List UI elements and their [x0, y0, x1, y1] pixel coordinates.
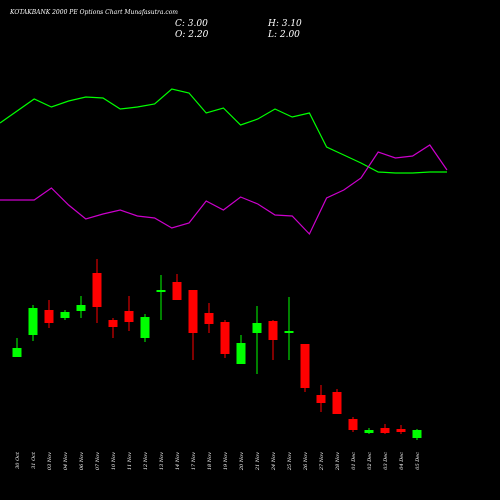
x-tick-label: 14 Nov	[175, 452, 181, 470]
candle-body	[188, 290, 198, 333]
candle-body	[28, 308, 38, 335]
candle-body	[236, 343, 246, 364]
candle-body	[204, 313, 214, 324]
low-label: L: 2.00	[267, 30, 300, 40]
x-tick-label: 18 Nov	[207, 452, 213, 470]
x-tick-label: 03 Dec	[383, 452, 389, 470]
candle-body	[252, 323, 262, 333]
candle-body	[172, 282, 182, 300]
candle-body	[12, 348, 22, 357]
indicator-line	[0, 88, 447, 174]
candle-body	[44, 310, 54, 323]
x-tick-label: 28 Nov	[335, 452, 341, 471]
x-tick-label: 03 Nov	[47, 452, 53, 470]
x-tick-label: 10 Nov	[111, 452, 117, 470]
candle-body	[156, 290, 166, 292]
x-tick-label: 21 Nov	[255, 452, 261, 471]
candle-body	[300, 344, 310, 388]
high-label: H: 3.10	[267, 19, 302, 29]
x-tick-label: 05 Dec	[415, 452, 421, 470]
x-tick-label: 19 Nov	[223, 452, 229, 470]
x-tick-label: 06 Nov	[79, 452, 85, 470]
x-tick-label: 01 Dec	[351, 452, 357, 470]
candle-body	[332, 392, 342, 414]
candle-body	[60, 312, 70, 318]
candle-body	[92, 273, 102, 307]
x-tick-label: 12 Nov	[143, 452, 149, 470]
candle-body	[364, 430, 374, 433]
candle-body	[76, 305, 86, 311]
open-label: O: 2.20	[175, 30, 209, 40]
candle-body	[140, 317, 150, 338]
x-tick-label: 27 Nov	[319, 452, 325, 471]
x-tick-label: 30 Oct	[15, 451, 21, 469]
candle-body	[348, 419, 358, 430]
x-tick-label: 04 Nov	[63, 452, 69, 470]
candle-body	[220, 322, 230, 354]
x-tick-label: 17 Nov	[191, 452, 197, 470]
candle-body	[124, 311, 134, 322]
x-tick-label: 11 Nov	[127, 452, 133, 470]
candle-body	[412, 430, 422, 438]
x-tick-label: 31 Oct	[31, 451, 37, 469]
x-tick-label: 25 Nov	[287, 452, 293, 471]
candle-body	[284, 331, 294, 333]
x-tick-label: 26 Nov	[303, 452, 309, 471]
candle-body	[396, 429, 406, 432]
candle-body	[380, 428, 390, 433]
close-label: C: 3.00	[175, 19, 208, 29]
candle-body	[316, 395, 326, 403]
indicator-line	[0, 144, 448, 236]
x-tick-label: 20 Nov	[239, 452, 245, 471]
candle-body	[268, 321, 278, 340]
chart-title: KOTAKBANK 2000 PE Options Chart Munafasu…	[9, 9, 178, 16]
x-tick-label: 13 Nov	[159, 452, 165, 470]
x-tick-label: 24 Nov	[271, 452, 277, 471]
x-tick-label: 02 Dec	[367, 452, 373, 470]
x-tick-label: 04 Dec	[399, 452, 405, 470]
x-tick-label: 07 Nov	[95, 452, 101, 470]
candle-body	[108, 320, 118, 327]
